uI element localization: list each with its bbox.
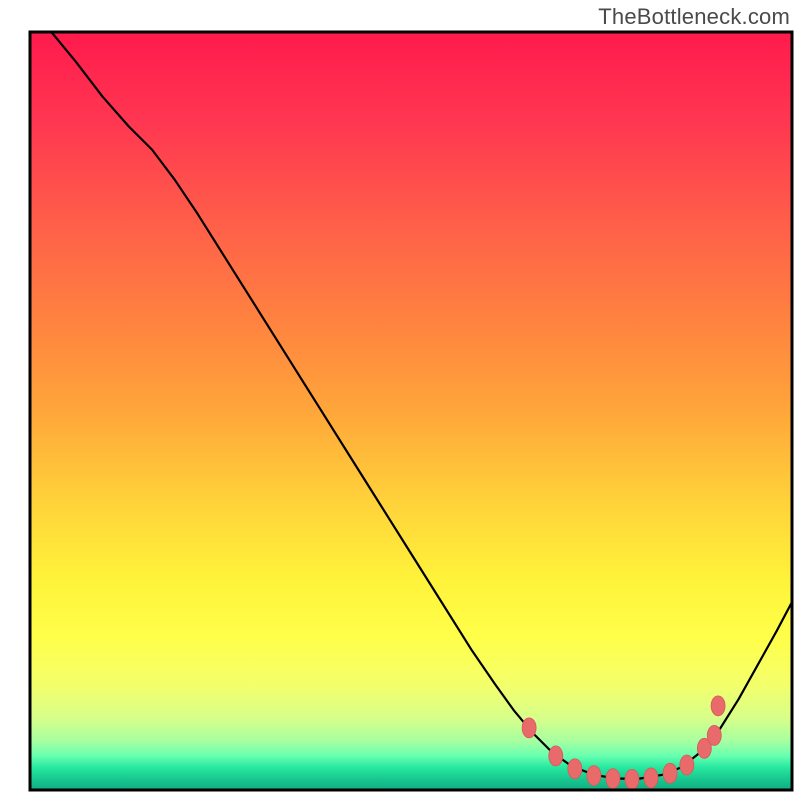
watermark-text: TheBottleneck.com <box>598 4 790 30</box>
curve-marker <box>711 696 725 716</box>
curve-marker <box>663 763 677 783</box>
curve-marker <box>707 725 721 745</box>
curve-marker <box>644 768 658 788</box>
gradient-background <box>30 32 792 790</box>
curve-marker <box>587 766 601 786</box>
curve-marker <box>680 755 694 775</box>
plot-area <box>30 32 792 790</box>
curve-marker <box>568 759 582 779</box>
curve-marker <box>625 769 639 789</box>
curve-marker <box>606 769 620 789</box>
chart-svg <box>0 0 800 800</box>
curve-marker <box>549 746 563 766</box>
chart-frame: TheBottleneck.com <box>0 0 800 800</box>
curve-marker <box>522 718 536 738</box>
